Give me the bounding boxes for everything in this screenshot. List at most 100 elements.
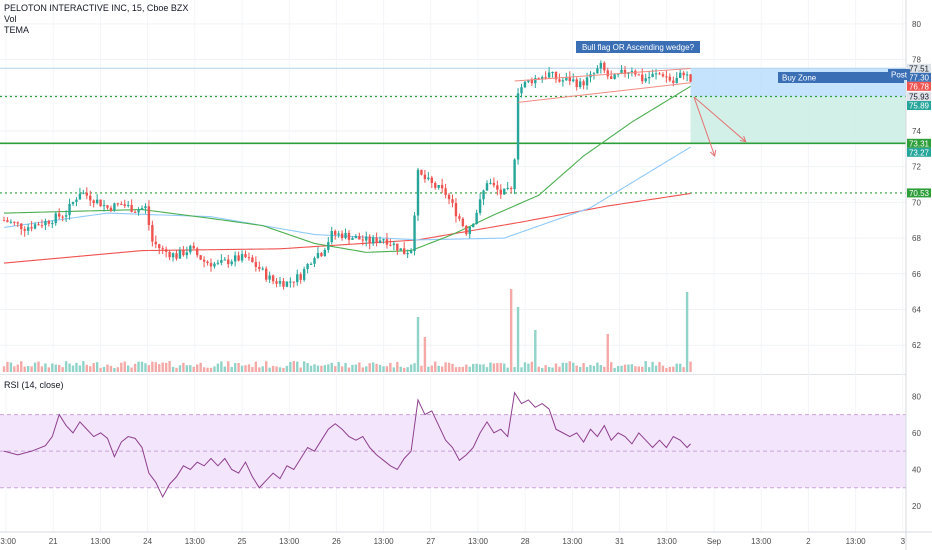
volume-bar <box>496 362 499 372</box>
volume-bar <box>151 361 154 372</box>
flag-annotation-text: Bull flag OR Ascending wedge? <box>582 43 695 52</box>
volume-bar <box>275 366 278 372</box>
candle-body <box>178 250 182 259</box>
volume-bar <box>233 363 237 372</box>
candle-body <box>354 236 358 239</box>
candle-body <box>530 79 534 84</box>
candle-body <box>406 253 409 255</box>
volume-bar <box>413 363 416 372</box>
price-tag-label: 75.89 <box>909 102 930 111</box>
candle-body <box>106 205 109 208</box>
candle-body <box>30 227 33 229</box>
price-tag-label: 75.93 <box>909 93 930 102</box>
candle-body <box>420 169 423 175</box>
volume-bar <box>589 365 592 372</box>
volume-bar <box>658 361 661 372</box>
volume-bar <box>444 362 447 372</box>
candle-body <box>347 232 351 240</box>
volume-bar <box>327 364 330 372</box>
volume-bar <box>213 366 216 372</box>
volume-bar <box>209 367 213 372</box>
price-tick-label: 70 <box>912 198 921 207</box>
candle-body <box>520 87 523 94</box>
candle-body <box>102 205 106 207</box>
candle-body <box>230 261 233 265</box>
candle-body <box>578 81 582 88</box>
buy-zone-label-box[interactable] <box>778 72 904 83</box>
candle-body <box>334 231 337 235</box>
candle-body <box>451 199 454 203</box>
volume-bar <box>616 365 620 372</box>
price-candles <box>2 60 692 290</box>
candle-body <box>13 221 16 223</box>
time-tick-label: 13:00 <box>279 537 300 546</box>
candle-body <box>2 220 6 222</box>
candle-body <box>51 223 54 225</box>
volume-bar <box>603 366 606 372</box>
volume-bar <box>572 362 575 372</box>
volume-bar <box>544 365 547 372</box>
volume-bar <box>406 367 409 372</box>
candle-body <box>244 254 247 258</box>
volume-bar <box>44 363 47 372</box>
volume-bar <box>171 366 175 372</box>
time-tick-label: 25 <box>238 537 247 546</box>
candle-body <box>95 199 99 204</box>
volume-bar <box>258 367 261 372</box>
candle-body <box>161 248 164 250</box>
candle-body <box>641 74 644 82</box>
volume-bar <box>251 367 254 372</box>
volume-bar <box>599 365 603 372</box>
volume-bar <box>289 361 292 372</box>
candle-body <box>199 255 202 260</box>
price-tag-box <box>907 72 931 82</box>
volume-bar <box>147 365 151 372</box>
volume-bar <box>527 363 530 372</box>
volume-bar <box>447 362 451 372</box>
volume-bar <box>116 367 120 372</box>
candle-body <box>644 78 647 82</box>
candle-body <box>206 261 209 264</box>
volume-bar <box>637 366 640 372</box>
volume-bar <box>606 334 609 372</box>
volume-bar <box>482 364 485 372</box>
drawings[interactable] <box>514 67 747 157</box>
volume-bar <box>420 365 423 372</box>
candle-body <box>285 281 289 287</box>
time-tick-label: 27 <box>426 537 435 546</box>
volume-bar <box>37 361 40 372</box>
candle-body <box>378 240 382 243</box>
candle-body <box>296 274 299 283</box>
candle-body <box>468 227 471 235</box>
volume-bar <box>661 365 665 372</box>
volume-bar <box>106 364 109 372</box>
volume-bar <box>430 365 433 372</box>
candle-body <box>268 275 271 280</box>
volume-bar <box>685 292 689 372</box>
candle-body <box>240 254 244 261</box>
candle-body <box>78 193 82 200</box>
pane-separator <box>0 374 906 375</box>
volume-bar <box>472 363 475 372</box>
rsi-pane <box>0 391 906 499</box>
time-tick-label: 13:00 <box>846 537 867 546</box>
flag-annotation-box[interactable] <box>576 41 700 53</box>
volume-bar <box>375 363 378 372</box>
candle-body <box>513 159 516 190</box>
candle-body <box>561 80 565 82</box>
price-tag-label: 77.51 <box>909 64 930 73</box>
volume-bar <box>347 367 351 372</box>
ma-blue-line <box>3 146 691 241</box>
candle-body <box>237 255 240 261</box>
volume-bar <box>337 361 340 372</box>
candle-body <box>351 238 354 240</box>
candle-body <box>623 69 627 74</box>
volume-bar <box>168 361 171 372</box>
rsi-tick-label: 80 <box>912 392 921 401</box>
price-tag-label: 73.31 <box>909 139 930 148</box>
time-tick-label: 28 <box>521 537 530 546</box>
candle-body <box>413 215 416 252</box>
volume-bar <box>551 367 554 372</box>
volume-bar <box>578 366 582 372</box>
